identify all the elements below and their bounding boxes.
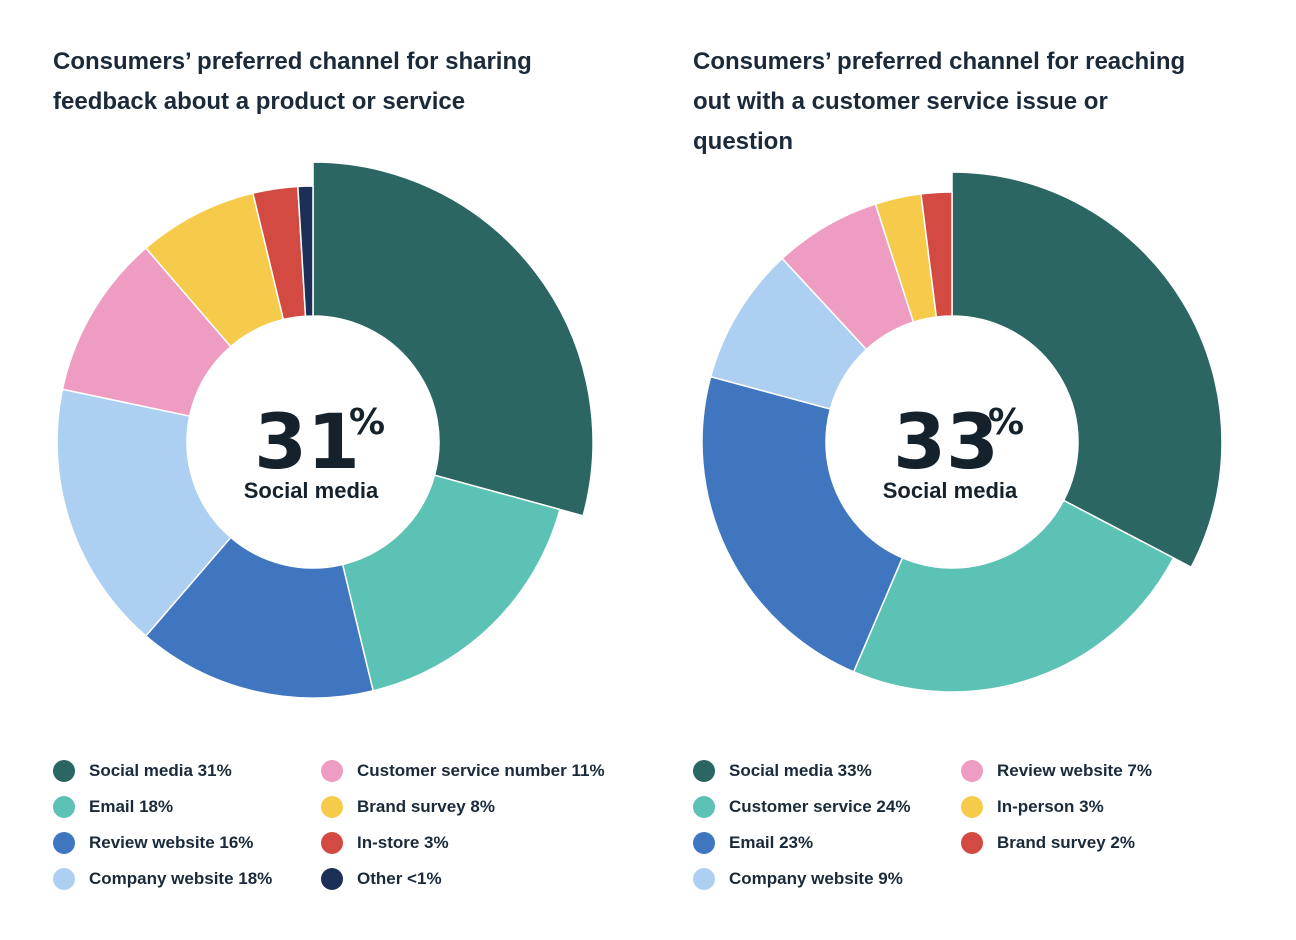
legend-swatch <box>961 760 983 782</box>
legend-label: Other <1% <box>357 869 442 888</box>
legend-label: Company website 9% <box>729 869 903 888</box>
legend-label: Customer service number 11% <box>357 761 605 780</box>
legend-item-company-website: Company website 9% <box>693 868 903 890</box>
slice-customer-service <box>852 499 1175 693</box>
legend-swatch <box>53 832 75 854</box>
legend-swatch <box>321 832 343 854</box>
legend-label: Company website 18% <box>89 869 273 888</box>
legend-item-brand-survey: Brand survey 2% <box>961 832 1135 854</box>
legend-label: In-person 3% <box>997 797 1104 816</box>
legend-label: Customer service 24% <box>729 797 911 816</box>
legend-label: Email 23% <box>729 833 814 852</box>
legend-label: In-store 3% <box>357 833 449 852</box>
legend-swatch <box>961 796 983 818</box>
legend-swatch <box>321 796 343 818</box>
slice-other <box>297 185 314 317</box>
legend-swatch <box>53 760 75 782</box>
legend-item-other: Other <1% <box>321 868 442 890</box>
slice-company-website <box>56 388 232 637</box>
legend-swatch <box>693 796 715 818</box>
center-label: Social media <box>244 478 379 503</box>
donut-chart-service: 33% Social media <box>701 171 1223 693</box>
legend-label: Review website 16% <box>89 833 254 852</box>
center-value: 31 <box>254 397 360 486</box>
center-value: 33 <box>893 397 999 486</box>
center-unit: % <box>988 402 1024 443</box>
legend-swatch <box>693 760 715 782</box>
legend-item-social-media: Social media 31% <box>53 760 232 782</box>
legend-swatch <box>693 868 715 890</box>
legend-label: Social media 31% <box>89 761 232 780</box>
slice-social-media <box>951 171 1223 568</box>
legend-item-review-website: Review website 16% <box>53 832 253 854</box>
legend-swatch <box>321 868 343 890</box>
chart-panel-feedback: Consumers’ preferred channel for sharing… <box>0 0 640 940</box>
chart-title: Consumers’ preferred channel for reachin… <box>693 48 1186 155</box>
legend-item-email: Email 18% <box>53 796 173 818</box>
donut-chart-feedback: 31% Social media <box>56 161 594 699</box>
legend-item-company-website: Company website 18% <box>53 868 272 890</box>
legend-item-in-store: In-store 3% <box>321 832 449 854</box>
legend-item-email: Email 23% <box>693 832 813 854</box>
legend-label: Brand survey 8% <box>357 797 495 816</box>
slice-email <box>701 375 904 673</box>
legend-item-customer-service-number: Customer service number 11% <box>321 760 605 782</box>
center-label: Social media <box>883 478 1018 503</box>
slice-social-media <box>312 161 594 517</box>
chart-title: Consumers’ preferred channel for sharing… <box>53 48 532 115</box>
legend-label: Brand survey 2% <box>997 833 1135 852</box>
legend-item-customer-service: Customer service 24% <box>693 796 910 818</box>
legend-item-brand-survey: Brand survey 8% <box>321 796 495 818</box>
legend-swatch <box>961 832 983 854</box>
chart-panel-service: Consumers’ preferred channel for reachin… <box>640 0 1280 940</box>
legend-swatch <box>53 796 75 818</box>
legend-label: Social media 33% <box>729 761 872 780</box>
legend: Social media 31% Email 18% Review website … <box>53 756 643 906</box>
legend-item-social-media: Social media 33% <box>693 760 872 782</box>
center-unit: % <box>349 402 385 443</box>
legend: Social media 33% Customer service 24% Emai… <box>693 756 1283 906</box>
slice-review-website <box>145 536 374 699</box>
slice-brand-survey <box>920 191 953 318</box>
legend-item-review-website: Review website 7% <box>961 760 1152 782</box>
legend-item-in-person: In-person 3% <box>961 796 1104 818</box>
legend-label: Review website 7% <box>997 761 1152 780</box>
legend-swatch <box>693 832 715 854</box>
legend-swatch <box>321 760 343 782</box>
legend-swatch <box>53 868 75 890</box>
legend-label: Email 18% <box>89 797 174 816</box>
slice-email <box>341 474 561 692</box>
